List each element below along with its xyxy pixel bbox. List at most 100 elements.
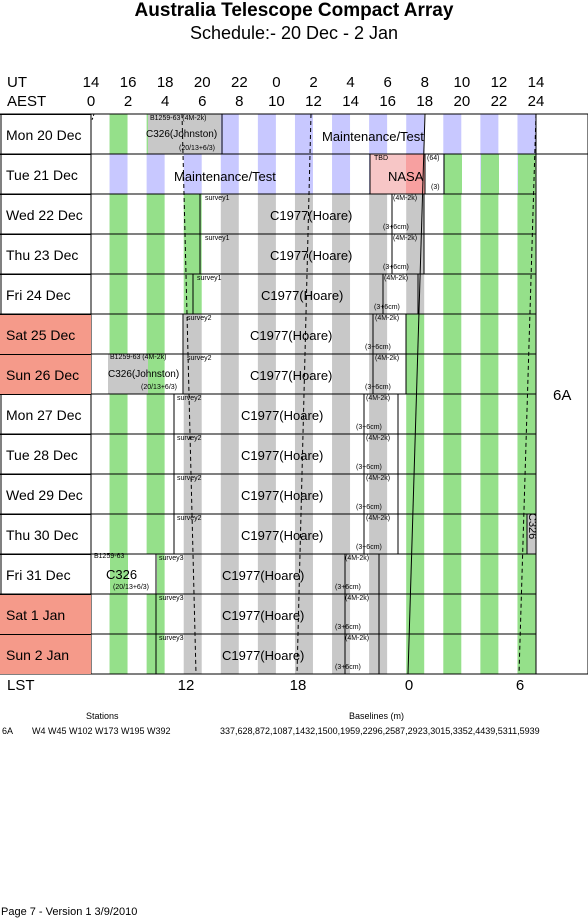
stripe <box>517 634 536 674</box>
tue-green <box>444 154 462 194</box>
stripe <box>146 194 165 234</box>
aest-tick: 2 <box>123 93 133 110</box>
mon-maint-stripe <box>480 114 499 154</box>
lst-tick: 6 <box>515 677 525 694</box>
stripe <box>109 274 128 314</box>
stripe <box>146 314 165 354</box>
stripe <box>183 194 202 234</box>
stripe <box>517 314 536 354</box>
stripe <box>443 394 462 434</box>
stripe <box>146 234 165 274</box>
day-label: Tue 21 Dec <box>0 154 91 194</box>
stripe <box>406 634 425 674</box>
mon-maint-stripe <box>369 114 388 154</box>
day-label: Sun 2 Jan <box>0 634 91 674</box>
b1259-sun: B1259-63 (4M-2k) <box>110 354 167 361</box>
baselines-heading: Baselines (m) <box>349 711 405 721</box>
day-label: Fri 31 Dec <box>0 554 91 594</box>
stripe <box>294 234 313 274</box>
c1977-label: C1977(Hoare) <box>241 488 324 503</box>
stripe <box>257 314 276 354</box>
n64-label: (64) <box>427 155 440 162</box>
day-label: Wed 29 Dec <box>0 474 91 514</box>
stripe <box>332 554 351 594</box>
ut-tick: 22 <box>230 74 248 91</box>
stripe <box>480 394 499 434</box>
survey-label: survey3 <box>159 595 184 602</box>
aest-tick: 14 <box>342 93 359 110</box>
stripe <box>369 354 388 394</box>
stripe <box>109 314 128 354</box>
stripe <box>517 554 536 594</box>
stripe <box>146 434 165 474</box>
c1977-label: C1977(Hoare) <box>222 608 305 623</box>
aest-label: AEST <box>7 93 47 110</box>
mon-maint-stripe <box>406 114 425 154</box>
stripe <box>443 634 462 674</box>
stripe <box>443 314 462 354</box>
stripe <box>220 514 239 554</box>
stripe <box>146 354 165 394</box>
tbd-block <box>370 154 406 194</box>
stripe <box>517 434 536 474</box>
tue-stripe <box>257 154 276 194</box>
tue-stripe <box>183 154 202 194</box>
survey-label: survey1 <box>205 195 230 202</box>
stripe <box>443 194 462 234</box>
lst-tick: 12 <box>177 677 195 694</box>
stripe <box>183 434 202 474</box>
stations-heading: Stations <box>86 711 119 721</box>
stripe <box>294 314 313 354</box>
ut-tick: 14 <box>527 74 545 91</box>
day-label: Sun 26 Dec <box>0 354 91 394</box>
band-label: (3+6cm) <box>374 304 400 311</box>
ut-tick: 2 <box>309 74 318 91</box>
stripe <box>257 514 276 554</box>
ut-tick: 20 <box>193 74 211 91</box>
band-label: (3+6cm) <box>383 224 409 231</box>
c326-mon-freq: (20/13+6/3) <box>179 145 215 152</box>
stripe <box>146 274 165 314</box>
lst-6-line <box>518 113 537 675</box>
lst-0-line <box>407 113 426 675</box>
stripe <box>294 634 313 674</box>
stripe <box>332 274 351 314</box>
stripe <box>480 194 499 234</box>
c326-sun-block <box>108 354 148 394</box>
band-label: (3+6cm) <box>356 464 382 471</box>
stripe <box>183 594 202 634</box>
stripe <box>517 594 536 634</box>
mon-maint-stripe <box>517 114 536 154</box>
stripe <box>369 514 388 554</box>
stripe <box>406 354 425 394</box>
stripe <box>443 474 462 514</box>
ut-tick: 6 <box>383 74 392 91</box>
stripe <box>406 314 425 354</box>
stripe <box>220 434 239 474</box>
survey-label: survey2 <box>177 435 202 442</box>
stripe <box>183 554 202 594</box>
nasa-block <box>406 154 425 194</box>
survey-label: survey3 <box>159 635 184 642</box>
ut-tick: 0 <box>272 74 281 91</box>
mode-label: (4M-2k) <box>345 555 370 562</box>
tue-stripe <box>109 154 128 194</box>
stripe <box>332 354 351 394</box>
c1977-label: C1977(Hoare) <box>241 408 324 423</box>
stripe <box>332 594 351 634</box>
band-label: (3+6cm) <box>356 424 382 431</box>
stripe <box>406 194 425 234</box>
page-footer: Page 7 - Version 1 3/9/2010 <box>1 906 138 918</box>
stripe <box>369 394 388 434</box>
n3-label: (3) <box>431 184 440 191</box>
day-label: Sat 1 Jan <box>0 594 91 634</box>
stripe <box>220 554 239 594</box>
mode-label: (4M-2k) <box>366 515 391 522</box>
stripe <box>146 394 165 434</box>
aest-tick: 4 <box>160 93 170 110</box>
maint-tue: Maintenance/Test <box>174 169 276 184</box>
tue-stripe <box>220 154 239 194</box>
stripe <box>332 314 351 354</box>
aest-tick: 24 <box>527 93 545 110</box>
nasa-label: NASA <box>388 169 424 184</box>
